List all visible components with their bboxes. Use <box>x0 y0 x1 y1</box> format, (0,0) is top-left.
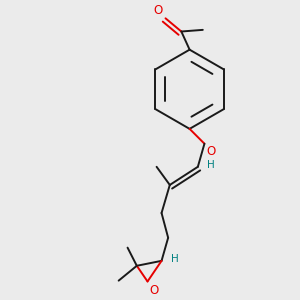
Text: O: O <box>153 4 162 17</box>
Text: O: O <box>149 284 158 297</box>
Text: O: O <box>206 146 215 158</box>
Text: H: H <box>171 254 179 264</box>
Text: H: H <box>207 160 215 170</box>
